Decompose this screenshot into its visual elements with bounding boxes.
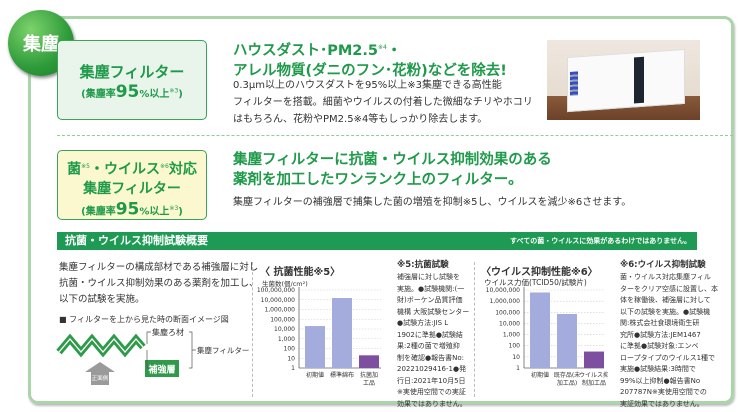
note-line: 究所●試験方法:JEM1467 — [620, 330, 701, 339]
box-title: 集塵フィルター — [79, 63, 185, 81]
note-line: ターをクリア空感に設置し、本 — [620, 284, 718, 293]
x-tick-label: 標準綿布 — [330, 371, 354, 379]
y-tick-label: 1,000,000 — [489, 298, 520, 305]
note-line: 行日:2021年10月5日 — [397, 376, 466, 385]
test-summary-header: 抗菌・ウイルス抑制試験概要 すべての菌・ウイルスに効果があるわけではありません。 — [57, 232, 697, 250]
note-line: 菌・ウイルス対応集塵フィル — [620, 273, 711, 281]
x-tick-label: 抗菌加 — [360, 371, 378, 379]
filter-cross-section-diagram: 正面側 補強層 集塵ろ材 集塵フィルター — [56, 327, 249, 385]
note-line: 実施●試験結果:3時間で — [620, 365, 696, 373]
note-line: 関:株式会社食環境衛生研 — [620, 319, 700, 327]
y-tick-label: 10 — [512, 354, 520, 361]
y-tick-label: 100,000 — [270, 316, 295, 323]
note-line: 実施。●試験機関:(一 — [397, 284, 465, 293]
description-2: 集塵フィルターの補強層で捕集した菌の増殖を抑制※5し、ウイルスを減少※6させます… — [233, 197, 632, 208]
media-label: 集塵ろ材 — [152, 327, 184, 337]
divider — [252, 262, 253, 397]
y-tick-label: 100,000 — [495, 309, 520, 316]
y-tick-label: 1,000,000 — [264, 307, 295, 314]
chart2-ylabel: ウイルス力価(TCID50/試験片) — [484, 278, 587, 287]
note-line: 以下の試験を実施。●試験機 — [620, 307, 711, 316]
x-tick-label: 加工品) — [557, 379, 577, 387]
reinforcement-layer-label: 補強層 — [147, 364, 175, 376]
note-line: 1902に準拠●試験結 — [397, 330, 463, 339]
y-tick-label: 100,000,000 — [257, 287, 295, 294]
note-line: 20221029416-1●発 — [397, 365, 467, 373]
y-tick-label: 10,000,000 — [486, 287, 521, 294]
bar — [359, 355, 379, 368]
x-tick-label: 初期値 — [531, 371, 549, 379]
y-tick-label: 100 — [509, 343, 521, 350]
note-line: ※実使用空間での実証 — [397, 388, 466, 396]
test-intro: 集塵フィルターの構成部材である補強層に対し 抗菌・ウイルス抑制効果のある薬剤を加工… — [59, 262, 259, 305]
note5-title: ※5:抗菌試験 — [397, 260, 449, 270]
virus-chart: 10,000,000 1,000,000 100,000 10,000 1,000 100… — [486, 287, 608, 387]
y-tick-label: 10 — [287, 355, 295, 362]
y-tick-label: 1 — [516, 365, 520, 372]
y-tick-label: 10,000 — [499, 320, 520, 327]
dust-filter-box: 集塵フィルター (集塵率95%以上※3) — [57, 40, 207, 120]
x-tick-label: 制加工品 — [582, 379, 606, 387]
note-line: に準拠●試験対象:エンベ — [620, 342, 699, 350]
note-line: 果:2種の菌で増殖抑 — [397, 342, 460, 350]
y-tick-label: 1,000 — [278, 336, 295, 343]
y-tick-label: 100 — [284, 346, 296, 353]
note-line: 体を稼働後、補強層に対して — [620, 296, 711, 304]
diagram-caption: ■ フィルターを上から見た時の断面イメージ図 — [59, 315, 229, 324]
description-1: 0.3μm以上のハウスダストを95%以上※3集塵できる高性能 フィルターを搭載。細… — [233, 80, 533, 125]
chart2-title: 〈ウイルス抑制性能※6〉 — [481, 267, 598, 278]
x-tick-label: 工品 — [363, 380, 375, 387]
note-line: 99%以上抑制●報告書No — [620, 376, 701, 385]
y-tick-label: 10,000,000 — [261, 297, 296, 304]
note-line: ●試験方法:JIS L — [397, 319, 449, 327]
note-line: 207787N※実使用空間での — [620, 388, 707, 396]
headline-1: ハウスダスト･PM2.5※4・ アレル物質(ダニのフン･花粉)などを除去! — [233, 42, 507, 79]
note-line: 制を確認●報告書No: — [397, 353, 464, 362]
content-frame — [28, 16, 734, 404]
x-tick-label: 既存品(未 — [554, 371, 580, 379]
antibacterial-chart: 100,000,000 10,000,000 1,000,000 100,000 10,… — [257, 287, 381, 387]
divider — [474, 262, 475, 397]
bar — [305, 326, 325, 368]
note-line: 実証効果ではありません。 — [620, 399, 704, 408]
bar — [530, 292, 550, 368]
note-line: 財)ボーケン品質評価 — [397, 296, 463, 304]
note-line: 機構 大阪試験センター — [397, 307, 470, 316]
note6-title: ※6:ウイルス抑制試験 — [620, 260, 706, 270]
x-tick-label: 初期値 — [306, 371, 324, 379]
bar — [584, 351, 604, 368]
chart1-ylabel: 生菌数(個/cm²) — [262, 280, 308, 288]
y-tick-label: 1 — [291, 365, 295, 372]
filter-label: 集塵フィルター — [197, 345, 249, 355]
note-line: 補強層に対し試験を — [397, 273, 460, 281]
note5-body: 補強層に対し試験を 実施。●試験機関:(一 財)ボーケン品質評価 機構 大阪試験センタ… — [397, 272, 469, 410]
front-label: 正面側 — [92, 374, 109, 382]
divider — [57, 135, 733, 136]
box-subtitle: (集塵率95%以上※3) — [81, 82, 183, 102]
note-line: 効果ではありません。 — [397, 399, 467, 408]
bar — [332, 298, 352, 368]
note6-body: 菌・ウイルス対応集塵フィル ターをクリア空感に設置し、本 体を稼働後、補強層に対して… — [620, 272, 718, 410]
front-arrow-icon — [85, 362, 115, 385]
headline-2: 集塵フィルターに抗菌・ウイルス抑制効果のある 薬剤を加工したワンランク上のフィルタ… — [233, 152, 552, 188]
antibacterial-filter-box: 菌※5・ウイルス※6対応 集塵フィルター (集塵率95%以上※3) — [57, 150, 207, 220]
y-tick-label: 1,000 — [503, 332, 520, 339]
x-tick-label: ウイルス抑 — [579, 371, 608, 379]
chart1-title: 〈 抗菌性能※5〉 — [260, 267, 341, 278]
product-photo — [547, 40, 700, 120]
note-line: ロープタイプのウイルス1種で — [620, 353, 716, 362]
y-tick-label: 10,000 — [274, 326, 295, 333]
bar — [557, 314, 577, 368]
